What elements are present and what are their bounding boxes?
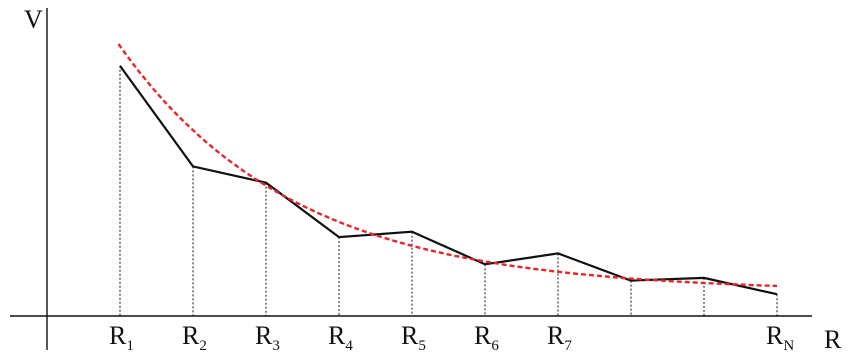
guide-lines xyxy=(119,65,778,316)
fitted-curve xyxy=(117,43,778,288)
marker-label-subscript: 5 xyxy=(418,338,426,354)
sampled-potential-line xyxy=(119,65,778,296)
marker-label-subscript: 4 xyxy=(345,338,353,354)
x-axis-label: R xyxy=(824,325,842,354)
marker-label: R6 xyxy=(474,321,499,354)
y-axis-label: V xyxy=(24,5,43,34)
marker-label-subscript: 1 xyxy=(126,338,134,354)
marker-label: R5 xyxy=(401,321,426,354)
marker-label: R3 xyxy=(255,321,280,354)
marker-label-subscript: 2 xyxy=(199,338,207,354)
marker-labels: R1 R2 R3 R4 R5 R6 R7 RN xyxy=(109,321,794,354)
marker-label: R7 xyxy=(547,321,572,354)
marker-label: R2 xyxy=(182,321,207,354)
marker-label: R4 xyxy=(328,321,353,354)
marker-label-subscript: 3 xyxy=(272,338,280,354)
marker-label: R1 xyxy=(109,321,134,354)
marker-label: RN xyxy=(766,321,794,354)
marker-label-subscript: 6 xyxy=(491,338,499,354)
marker-label-subscript: N xyxy=(783,338,794,354)
marker-label-subscript: 7 xyxy=(564,338,572,354)
